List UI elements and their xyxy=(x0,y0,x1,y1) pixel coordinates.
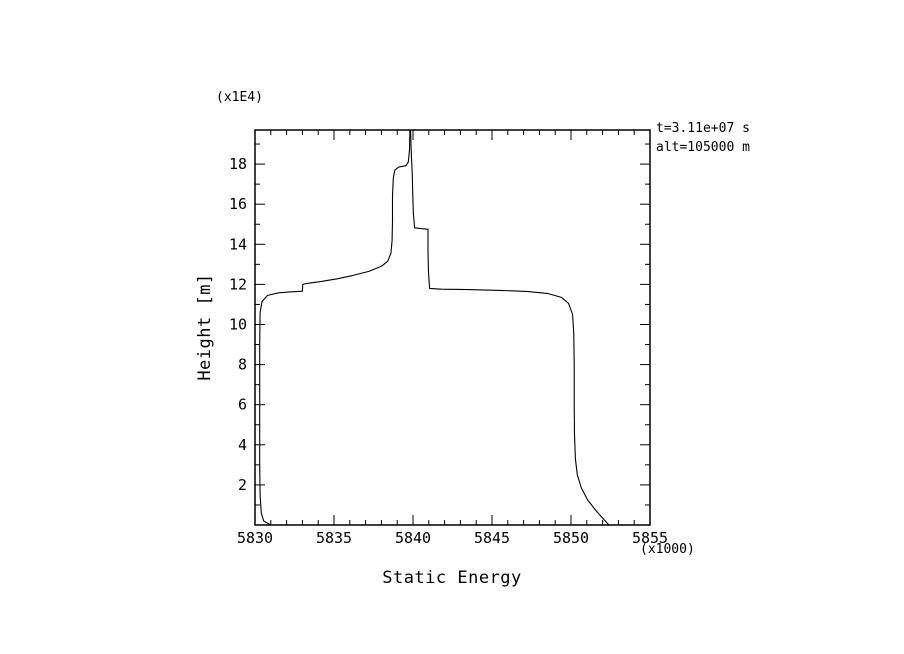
series-right-profile xyxy=(410,129,610,526)
annotation-altitude: alt=105000 m xyxy=(656,140,750,155)
y-tick-label: 12 xyxy=(229,275,247,293)
x-tick-label: 5850 xyxy=(553,529,589,547)
y-tick-label: 8 xyxy=(238,356,247,374)
y-tick-label: 2 xyxy=(238,476,247,494)
annotation-time: t=3.11e+07 s xyxy=(656,121,750,136)
y-tick-label: 18 xyxy=(229,155,247,173)
x-tick-label: 5830 xyxy=(237,529,273,547)
x-tick-label: 5845 xyxy=(474,529,510,547)
x-tick-label: 5835 xyxy=(316,529,352,547)
y-tick-label: 16 xyxy=(229,195,247,213)
x-scale-note: (x1000) xyxy=(640,542,695,557)
plot-box xyxy=(254,129,651,526)
x-axis-title: Static Energy xyxy=(382,568,522,588)
y-tick-label: 14 xyxy=(229,235,247,253)
y-tick-label: 6 xyxy=(238,396,247,414)
y-scale-note: (x1E4) xyxy=(216,90,263,105)
y-axis-title: Height [m] xyxy=(195,273,215,381)
series-left-profile xyxy=(259,130,411,526)
x-tick-label: 5840 xyxy=(395,529,431,547)
y-tick-label: 4 xyxy=(238,436,247,454)
x-tick-label: 5855 xyxy=(632,529,668,547)
y-tick-label: 10 xyxy=(229,315,247,333)
